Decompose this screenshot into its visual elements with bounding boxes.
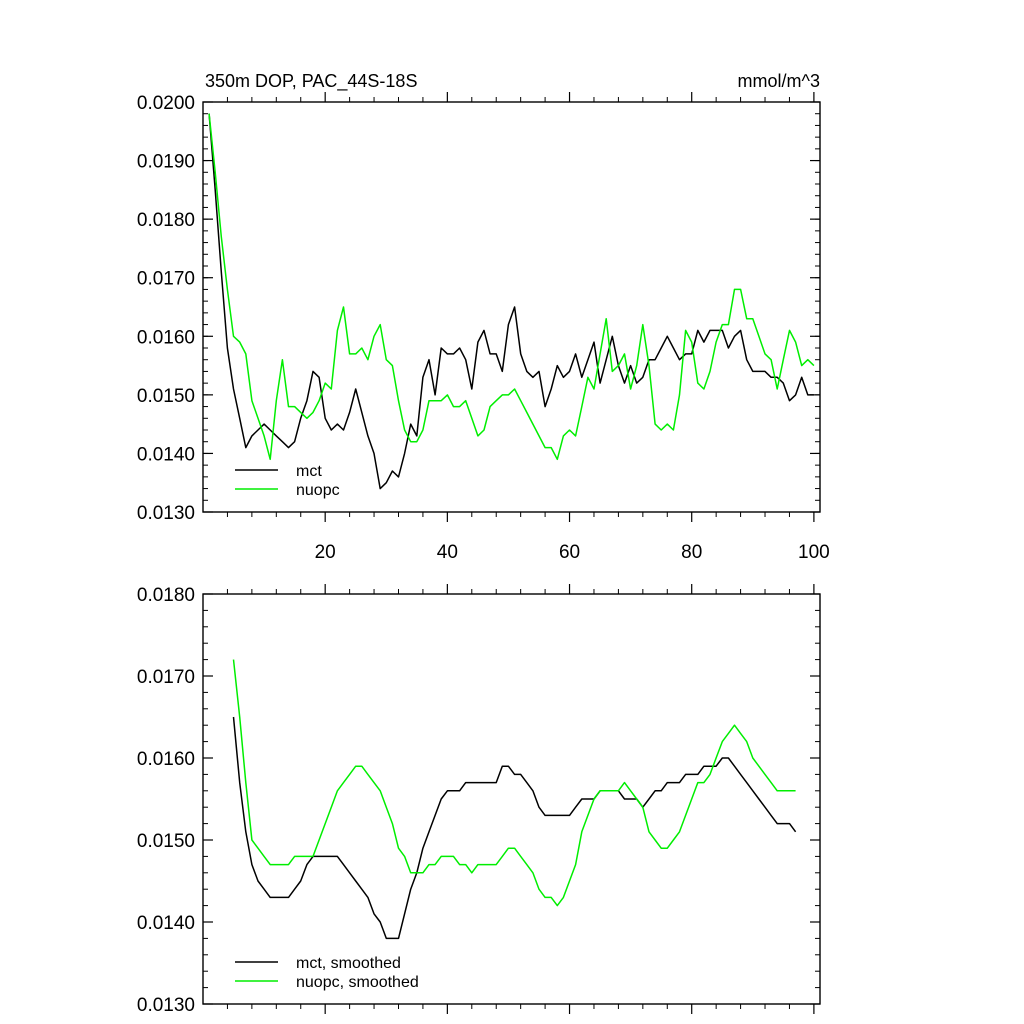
y-tick-label: 0.0190 [137, 152, 195, 173]
legend-label-mct: mct [296, 463, 322, 480]
y-tick-label: 0.0160 [137, 749, 195, 770]
x-tick-label: 100 [798, 542, 830, 563]
y-tick-label: 0.0130 [137, 503, 195, 524]
chart-title: 350m DOP, PAC_44S-18S [205, 71, 417, 92]
series-line-nuopc-smoothed [232, 659, 796, 907]
y-tick-label: 0.0170 [137, 269, 195, 290]
y-tick-label: 0.0160 [137, 327, 195, 348]
axes-ticks: 0.0130 0.0140 0.0150 0.0160 0.0170 0.0180 [137, 584, 820, 1016]
y-tick-label: 0.0140 [137, 913, 195, 934]
series-line-mct-smoothed [232, 716, 797, 940]
legend-label-nuopc: nuopc [296, 482, 340, 499]
y-tick-label: 0.0200 [137, 93, 195, 114]
series-lines [232, 659, 797, 940]
y-tick-label: 0.0180 [137, 585, 195, 606]
y-tick-label: 0.0150 [137, 386, 195, 407]
top-panel: 350m DOP, PAC_44S-18S mmol/m^3 0.01300.0… [137, 71, 830, 563]
series-line-mct [208, 113, 814, 490]
y-tick-label: 0.0140 [137, 444, 195, 465]
x-tick-label: 80 [681, 542, 702, 563]
y-tick-label: 0.0170 [137, 667, 195, 688]
y-tick-label: 0.0180 [137, 210, 195, 231]
bottom-panel: 0.0130 0.0140 0.0150 0.0160 0.0170 0.0180 mct… [137, 584, 821, 1016]
legend-label-mct-smoothed: mct, smoothed [296, 955, 401, 972]
series-lines [208, 113, 815, 490]
legend-label-nuopc-smoothed: nuopc, smoothed [296, 974, 419, 991]
y-tick-label: 0.0150 [137, 831, 195, 852]
units-label: mmol/m^3 [738, 71, 820, 91]
axes-ticks: 0.0130 0.0140 0.0150 0.0160 0.0170 0.0180 0.01… [137, 92, 830, 563]
plot-frame [202, 101, 821, 513]
legend: mct nuopc [235, 463, 340, 499]
x-tick-label: 60 [559, 542, 580, 563]
x-tick-label: 40 [437, 542, 458, 563]
y-tick-label: 0.0130 [137, 995, 195, 1016]
series-line-nuopc [208, 113, 815, 461]
plot-frame [202, 593, 821, 1005]
legend: mct, smoothed nuopc, smoothed [235, 955, 419, 991]
x-tick-label: 20 [315, 542, 336, 563]
